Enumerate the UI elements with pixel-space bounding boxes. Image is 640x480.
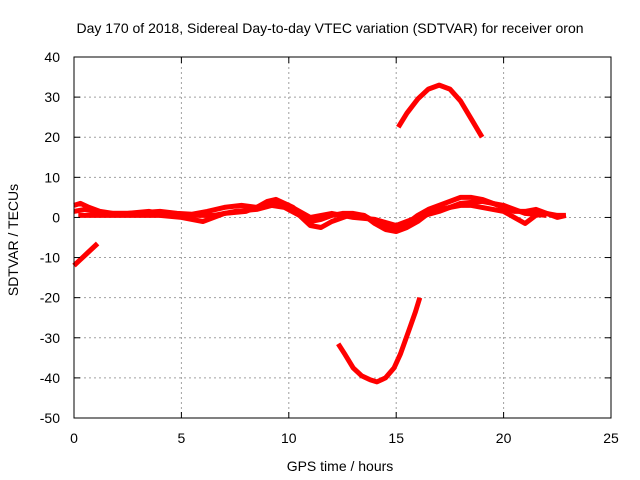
y-tick-label: 20: [44, 129, 60, 145]
ticks: 0 5 10 15 20 25 -50 -40 -30 -20 -10 0 10 20 30 40: [40, 49, 619, 446]
y-tick-label: -20: [40, 290, 60, 306]
series-line-lower-arc: [336, 296, 423, 385]
plot-frame: [73, 56, 612, 419]
y-tick-label: -50: [40, 410, 60, 426]
y-tick-label: -30: [40, 330, 60, 346]
series-line-upper-arc: [396, 82, 485, 139]
x-axis-label: GPS time / hours: [287, 458, 394, 474]
series-line-main-band-c: [78, 198, 547, 228]
x-tick-label: 25: [603, 430, 619, 446]
x-tick-label: 10: [281, 430, 297, 446]
y-axis-label: SDTVAR / TECUs: [5, 184, 21, 296]
y-tick-label: -10: [40, 250, 60, 266]
grid: [74, 57, 611, 418]
x-tick-label: 5: [178, 430, 186, 446]
x-tick-label: 20: [496, 430, 512, 446]
y-tick-label: 30: [44, 89, 60, 105]
series-line-start-segment: [72, 241, 100, 268]
x-tick-label: 0: [70, 430, 78, 446]
series-group: [72, 82, 567, 385]
y-tick-label: 0: [52, 209, 60, 225]
y-tick-label: 40: [44, 49, 60, 65]
y-tick-label: 10: [44, 169, 60, 185]
chart-title: Day 170 of 2018, Sidereal Day-to-day VTE…: [76, 20, 583, 36]
x-tick-label: 15: [388, 430, 404, 446]
y-tick-label: -40: [40, 370, 60, 386]
